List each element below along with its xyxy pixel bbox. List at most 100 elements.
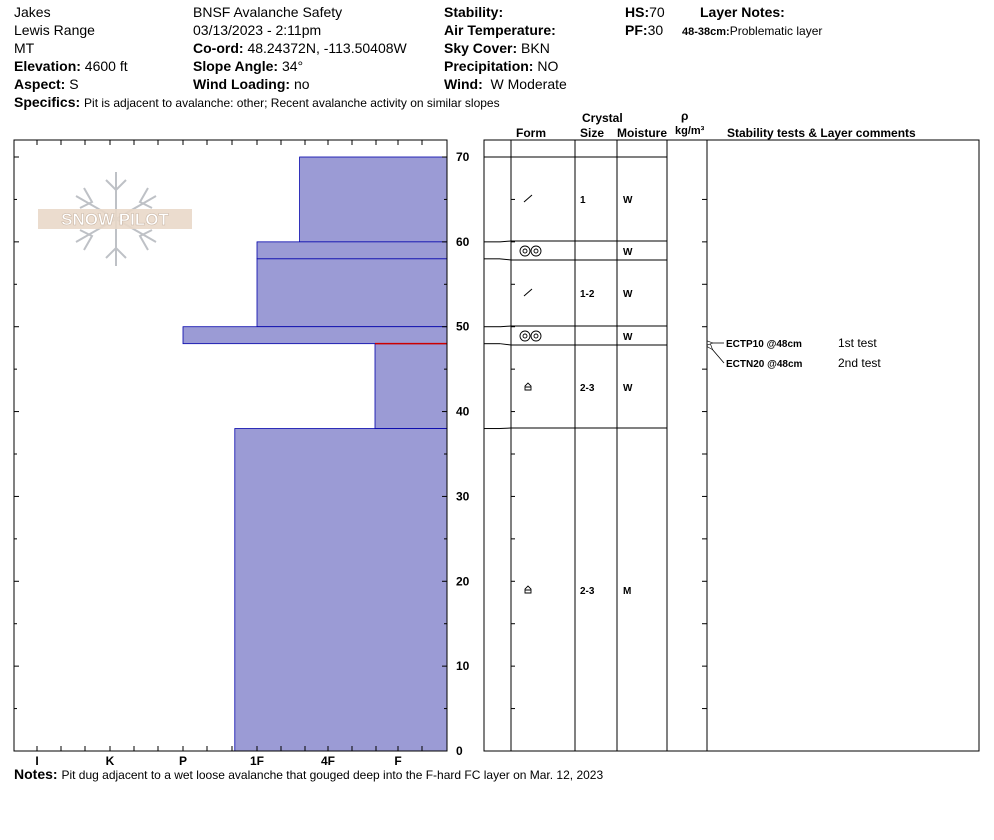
- form-symbol-icon: [533, 333, 539, 339]
- elevation-label: Elevation:: [14, 58, 81, 74]
- form-symbol-icon: [524, 382, 532, 391]
- hardness-bar: [234, 428, 448, 752]
- specifics-text: Pit is adjacent to avalanche: other; Rec…: [84, 96, 500, 110]
- moisture-header: Moisture: [617, 126, 668, 140]
- boundary-jog: [499, 240, 512, 243]
- notes: Notes: Pit dug adjacent to a wet loose a…: [14, 766, 603, 784]
- specifics: Specifics: Pit is adjacent to avalanche:…: [14, 94, 500, 112]
- coordinates: Co-ord: 48.24372N, -113.50408W: [193, 40, 407, 57]
- hardness-bar: [256, 258, 448, 328]
- crystal-size: 2-3: [580, 383, 595, 394]
- wind-loading-label: Wind Loading:: [193, 76, 291, 92]
- layer-table: 1 W W 1-2 W W 2-3 W 2-3 M ECTP10 @48cm 1st test ECTN…: [483, 139, 980, 752]
- snowpilot-logo: SNOW PILOT: [38, 172, 192, 266]
- test-arrow: [712, 349, 725, 364]
- layer-note-range: 48-38cm:: [682, 26, 730, 38]
- form-header: Form: [516, 126, 546, 140]
- notes-label: Notes:: [14, 766, 58, 782]
- hardness-tick-label: K: [106, 754, 115, 768]
- density-unit-header: kg/m³: [675, 125, 705, 137]
- form-symbol-icon: [519, 245, 531, 257]
- slope-angle: Slope Angle: 34°: [193, 58, 303, 75]
- organization: BNSF Avalanche Safety: [193, 4, 343, 20]
- form-symbol-icon: [524, 585, 532, 594]
- moisture-value: W: [623, 383, 633, 394]
- form-symbol-icon: [519, 330, 531, 342]
- form-symbol-icon: [523, 288, 533, 297]
- layer-note-text: Problematic layer: [729, 24, 823, 38]
- y-tick-label: 70: [456, 150, 470, 164]
- boundary-jog: [499, 343, 512, 346]
- y-tick-label: 60: [456, 235, 470, 249]
- sky-label: Sky Cover:: [444, 40, 518, 56]
- wind-label: Wind:: [444, 76, 483, 92]
- hardness-bar: [182, 326, 448, 345]
- layer-notes-label: Layer Notes:: [700, 4, 785, 20]
- hardness-tick-label: 4F: [321, 754, 335, 768]
- aspect: Aspect: S: [14, 76, 79, 93]
- coord-label: Co-ord:: [193, 40, 244, 56]
- elevation-value: 4600 ft: [84, 58, 128, 74]
- slope-value: 34°: [281, 58, 304, 74]
- specifics-label: Specifics:: [14, 94, 81, 110]
- form-symbol-icon: [530, 245, 542, 257]
- layer-note: 48-38cm:Problematic layer: [682, 23, 822, 41]
- crystal-size: 2-3: [580, 586, 595, 597]
- hardness-bar: [299, 156, 448, 243]
- crystal-header: Crystal: [582, 111, 623, 125]
- pf: PF:30: [625, 22, 663, 39]
- moisture-value: W: [623, 332, 633, 343]
- stability-comments-header: Stability tests & Layer comments: [727, 126, 916, 140]
- test-comment: 2nd test: [838, 356, 881, 370]
- y-tick-label: 30: [456, 489, 470, 503]
- hs: HS:70: [625, 4, 665, 21]
- pf-value: 30: [647, 22, 664, 38]
- aspect-label: Aspect:: [14, 76, 66, 92]
- air-temp-label: Air Temperature:: [444, 22, 556, 38]
- table-frame: [483, 139, 980, 752]
- wind-loading: Wind Loading: no: [193, 76, 310, 93]
- form-symbol-icon: [530, 330, 542, 342]
- crystal-size: 1: [580, 195, 586, 206]
- moisture-value: M: [623, 586, 631, 597]
- test-code: ECTP10 @48cm: [726, 339, 802, 350]
- hs-value: 70: [649, 4, 665, 20]
- hardness-bar: [374, 343, 448, 429]
- coord-value: 48.24372N, -113.50408W: [247, 40, 407, 56]
- y-tick-label: 40: [456, 405, 470, 419]
- y-tick-label: 10: [456, 659, 470, 673]
- precip-value: NO: [537, 58, 559, 74]
- logo-band: [38, 209, 192, 229]
- datetime: 03/13/2023 - 2:11pm: [193, 22, 322, 38]
- hardness-tick-label: P: [179, 754, 187, 768]
- wind: Wind: W Moderate: [444, 76, 567, 93]
- elevation: Elevation: 4600 ft: [14, 58, 128, 75]
- sky-value: BKN: [521, 40, 550, 56]
- y-tick-label: 20: [456, 574, 470, 588]
- hardness-frame: [13, 139, 448, 752]
- moisture-value: W: [623, 289, 633, 300]
- precipitation: Precipitation: NO: [444, 58, 558, 75]
- boundary-jog: [499, 258, 512, 261]
- hardness-profile: 0 10 20 30 40 50 60 70 I K P 1F 4F F: [13, 139, 470, 768]
- hardness-tick-label: F: [394, 754, 401, 768]
- test-comment: 1st test: [838, 336, 877, 350]
- form-symbol-icon: [522, 333, 528, 339]
- aspect-value: S: [69, 76, 79, 92]
- boundary-jog: [499, 427, 512, 430]
- hardness-bar: [256, 241, 448, 260]
- sky-cover: Sky Cover: BKN: [444, 40, 550, 57]
- y-tick-label: 0: [456, 744, 463, 758]
- pf-label: PF:: [625, 22, 648, 38]
- precip-label: Precipitation:: [444, 58, 534, 74]
- moisture-value: W: [623, 195, 633, 206]
- hardness-tick-label: I: [35, 754, 38, 768]
- rho-header: ρ: [681, 109, 689, 123]
- wind-value: W Moderate: [490, 76, 567, 92]
- y-tick-label: 50: [456, 320, 470, 334]
- moisture-value: W: [623, 247, 633, 258]
- test-code: ECTN20 @48cm: [726, 359, 803, 370]
- hardness-tick-label: 1F: [250, 754, 264, 768]
- notes-text: Pit dug adjacent to a wet loose avalanch…: [61, 768, 604, 782]
